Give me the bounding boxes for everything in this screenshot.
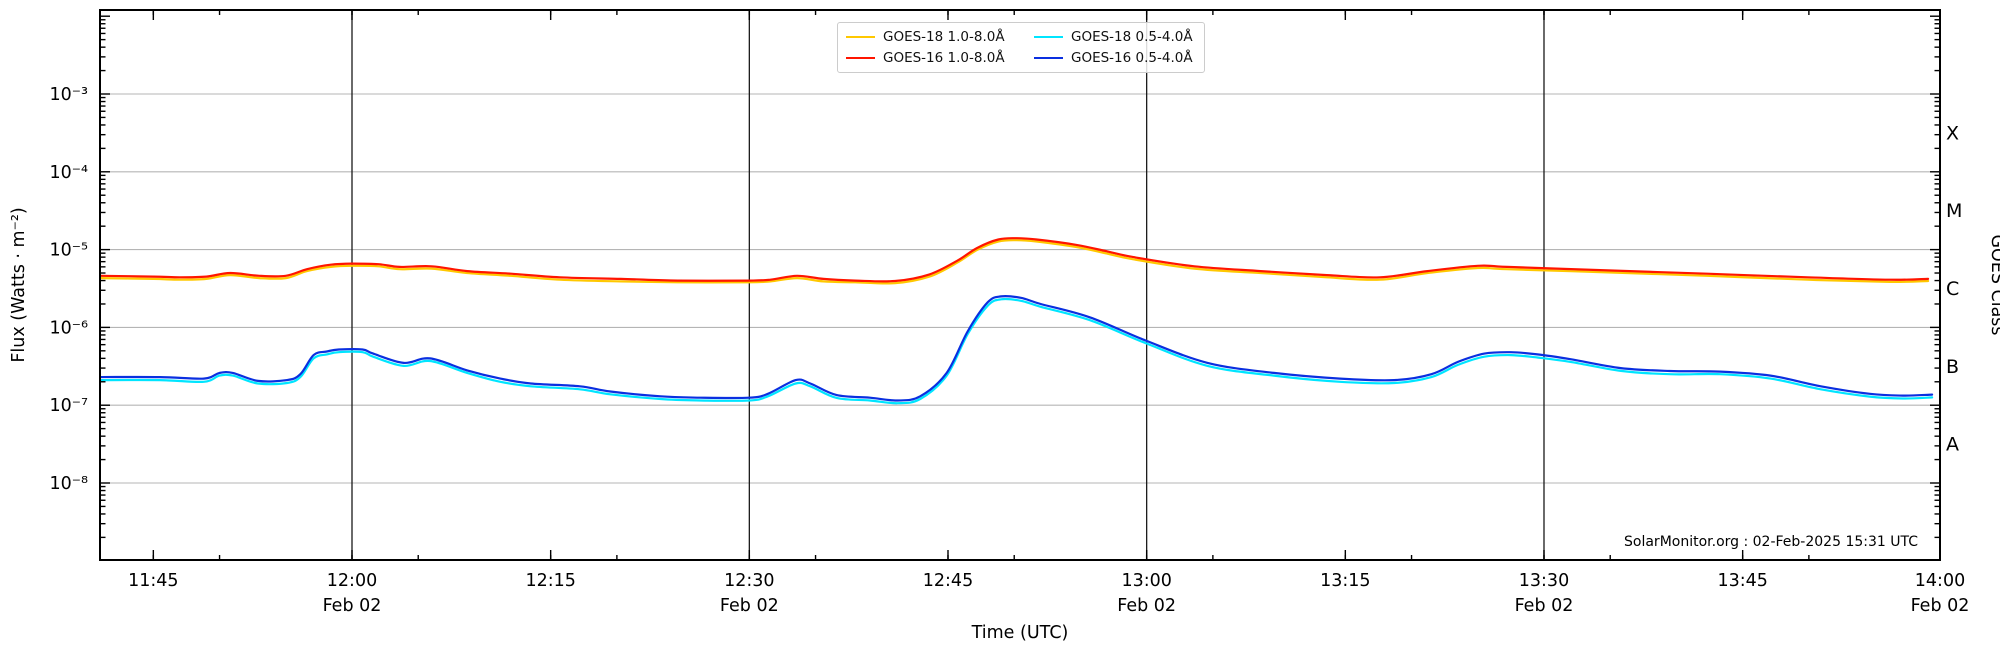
y-tick-label: 10⁻⁵ (49, 241, 88, 261)
x-tick-label: 12:00 (327, 571, 377, 591)
y-axis-title: Flux (Watts · m⁻²) (9, 207, 29, 362)
legend-item: GOES-16 0.5-4.0Å (1034, 50, 1196, 66)
y-tick-label: 10⁻⁸ (49, 474, 88, 494)
x-tick-label: 13:00 (1121, 571, 1171, 591)
legend-label: GOES-16 0.5-4.0Å (1071, 49, 1193, 66)
series-goes-18-0-5-4-0- (100, 297, 1934, 405)
goes-class-letter: A (1946, 434, 1959, 456)
goes-class-letter: C (1946, 278, 1959, 300)
legend-label: GOES-16 1.0-8.0Å (883, 49, 1005, 66)
x-tick-sublabel: Feb 02 (720, 596, 779, 616)
x-tick-sublabel: Feb 02 (323, 596, 382, 616)
chart-legend: GOES-18 1.0-8.0Å GOES-16 1.0-8.0Å GOES-1… (837, 22, 1205, 73)
legend-item: GOES-18 1.0-8.0Å (846, 29, 1034, 45)
y-tick-label: 10⁻³ (49, 85, 88, 105)
x-tick-label: 13:45 (1717, 571, 1767, 591)
goes-class-letter: X (1946, 122, 1959, 144)
series-goes-16-1-0-8-0- (100, 237, 1930, 283)
x-tick-sublabel: Feb 02 (1117, 596, 1176, 616)
x-tick-label: 13:15 (1320, 571, 1370, 591)
x-tick-label: 14:00 (1915, 571, 1965, 591)
goes-class-letter: M (1946, 200, 1962, 222)
legend-label: GOES-18 0.5-4.0Å (1071, 29, 1193, 46)
plot-border (99, 9, 1941, 561)
x-tick-label: 12:30 (724, 571, 774, 591)
series-goes-16-0-5-4-0- (100, 295, 1934, 402)
legend-swatch-goes18-short (1034, 36, 1063, 39)
goes-class-letter: B (1946, 356, 1959, 378)
x-tick-sublabel: Feb 02 (1515, 596, 1574, 616)
x-tick-label: 12:45 (923, 571, 973, 591)
y-tick-label: 10⁻⁶ (49, 318, 88, 338)
x-tick-sublabel: Feb 02 (1911, 596, 1970, 616)
legend-label: GOES-18 1.0-8.0Å (883, 29, 1005, 46)
x-tick-label: 11:45 (128, 571, 178, 591)
legend-swatch-goes18-long (846, 36, 875, 39)
x-tick-label: 13:30 (1519, 571, 1569, 591)
source-annotation: SolarMonitor.org : 02-Feb-2025 15:31 UTC (1624, 534, 1918, 550)
legend-swatch-goes16-short (1034, 56, 1063, 59)
y-tick-label: 10⁻⁴ (49, 163, 88, 183)
legend-item: GOES-18 0.5-4.0Å (1034, 29, 1196, 45)
legend-swatch-goes16-long (846, 56, 875, 59)
y-tick-label: 10⁻⁷ (49, 396, 88, 416)
x-tick-label: 12:15 (525, 571, 575, 591)
series-goes-18-1-0-8-0- (100, 239, 1930, 285)
legend-item: GOES-16 1.0-8.0Å (846, 50, 1034, 66)
y2-axis-title: GOES Class (1987, 234, 2000, 335)
x-axis-title: Time (UTC) (971, 623, 1069, 643)
